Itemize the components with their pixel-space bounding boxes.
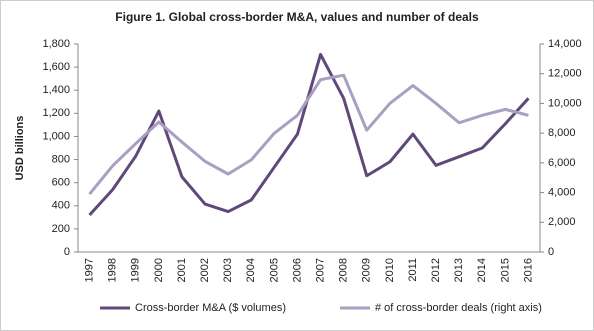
x-tick-label: 2009 (361, 258, 373, 282)
y-tick-label: 1,600 (42, 61, 70, 73)
y-tick-label: 1,800 (42, 38, 70, 50)
x-tick-label: 2005 (268, 258, 280, 282)
x-tick-label: 2001 (176, 258, 188, 282)
y-tick-label: 1,200 (42, 107, 70, 119)
y2-tick-label: 2,000 (548, 216, 576, 228)
x-tick-label: 2011 (407, 258, 419, 282)
y-tick-label: 400 (52, 200, 70, 212)
x-tick-label: 2006 (291, 258, 303, 282)
x-tick-label: 2010 (384, 258, 396, 282)
x-tick-label: 1998 (107, 258, 119, 282)
y-axis-label: USD billions (14, 116, 26, 181)
x-tick-label: 2013 (453, 258, 465, 282)
y2-tick-label: 8,000 (548, 127, 576, 139)
y2-tick-label: 12,000 (548, 68, 582, 80)
series-line (88, 73, 529, 196)
y-tick-label: 600 (52, 177, 70, 189)
y-tick-label: 1,000 (42, 130, 70, 142)
x-tick-label: 2008 (338, 258, 350, 282)
x-tick-label: 2004 (245, 258, 257, 282)
x-tick-label: 2014 (476, 258, 488, 282)
y-tick-label: 0 (64, 246, 70, 258)
y2-tick-label: 4,000 (548, 186, 576, 198)
x-tick-label: 2007 (314, 258, 326, 282)
x-tick-label: 1999 (130, 258, 142, 282)
y-tick-label: 1,400 (42, 84, 70, 96)
y2-tick-label: 14,000 (548, 38, 582, 50)
x-tick-label: 2000 (153, 258, 165, 282)
legend-label: Cross-border M&A ($ volumes) (135, 302, 286, 314)
x-tick-label: 2015 (499, 258, 511, 282)
x-tick-label: 2012 (430, 258, 442, 282)
x-tick-label: 2003 (222, 258, 234, 282)
y2-tick-label: 0 (548, 246, 554, 258)
y2-tick-label: 6,000 (548, 157, 576, 169)
y-tick-label: 800 (52, 153, 70, 165)
legend-label: # of cross-border deals (right axis) (375, 302, 542, 314)
x-tick-label: 1997 (83, 258, 95, 282)
y-tick-label: 200 (52, 223, 70, 235)
x-tick-label: 2002 (199, 258, 211, 282)
chart-title: Figure 1. Global cross-border M&A, value… (115, 10, 479, 24)
series-line (88, 52, 530, 217)
y2-tick-label: 10,000 (548, 97, 582, 109)
x-tick-label: 2016 (522, 258, 534, 282)
